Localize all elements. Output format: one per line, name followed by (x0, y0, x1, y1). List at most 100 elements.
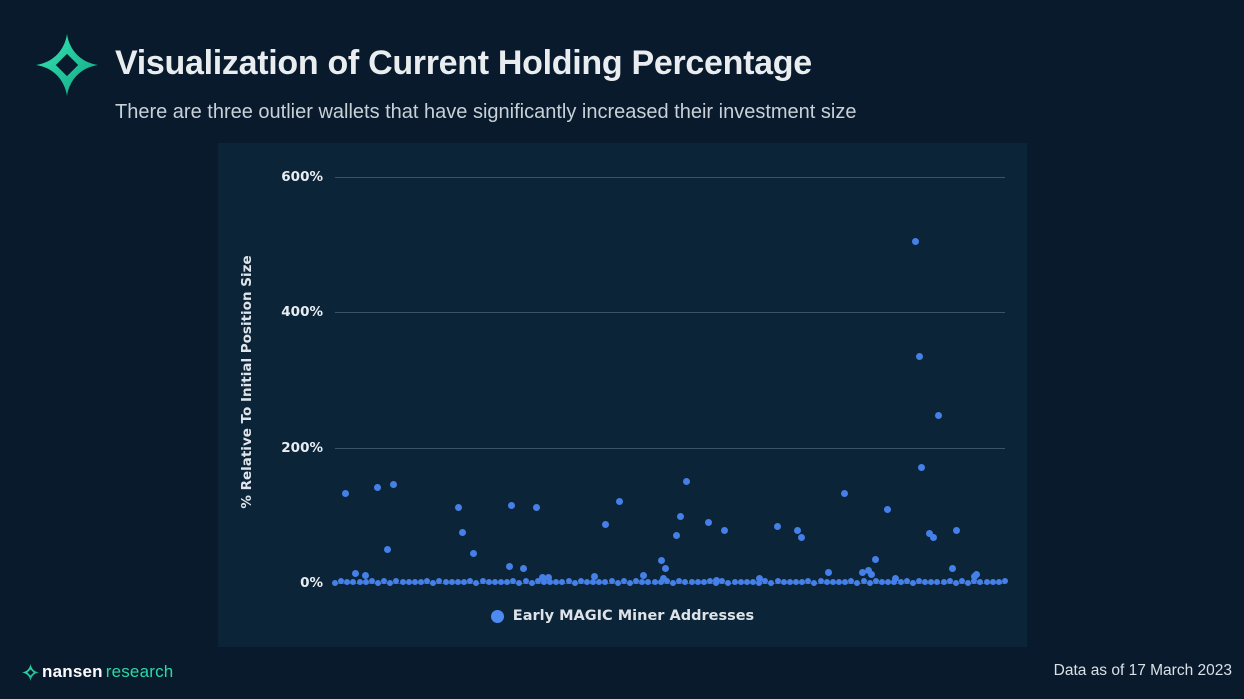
scatter-point-baseline (842, 579, 849, 586)
scatter-point-baseline (885, 578, 892, 585)
scatter-point-baseline (909, 579, 916, 586)
scatter-point-baseline (977, 578, 984, 585)
scatter-point (713, 576, 721, 584)
scatter-point (639, 572, 647, 580)
scatter-point-baseline (866, 579, 873, 586)
scatter-point-baseline (657, 579, 664, 586)
y-tick-label: 600% (281, 169, 323, 185)
brand-name-bold: nansen (42, 662, 103, 681)
scatter-point (342, 490, 350, 498)
scatter-point-baseline (430, 579, 437, 586)
scatter-point-baseline (682, 579, 689, 586)
scatter-point-baseline (387, 579, 394, 586)
scatter-point-baseline (872, 578, 879, 585)
page-subtitle: There are three outlier wallets that hav… (115, 101, 857, 123)
scatter-point-baseline (448, 578, 455, 585)
scatter-point-baseline (946, 578, 953, 585)
scatter-point-baseline (651, 578, 658, 585)
scatter-point-baseline (442, 579, 449, 586)
scatter-point-baseline (780, 579, 787, 586)
scatter-point-baseline (510, 578, 517, 585)
scatter-point-baseline (497, 578, 504, 585)
y-tick-label: 200% (281, 439, 323, 456)
scatter-point-baseline (811, 579, 818, 586)
scatter-point-baseline (381, 578, 388, 585)
scatter-point-baseline (338, 578, 345, 585)
scatter-point (926, 530, 934, 538)
scatter-point (858, 569, 866, 577)
scatter-point-baseline (829, 578, 836, 585)
scatter-point (872, 556, 880, 564)
scatter-point (673, 532, 681, 540)
scatter-point-baseline (694, 578, 701, 585)
scatter-point-baseline (897, 579, 904, 586)
scatter-point (676, 513, 684, 521)
scatter-point-baseline (854, 579, 861, 586)
scatter-point (841, 490, 849, 498)
scatter-point-baseline (473, 579, 480, 586)
scatter-point (352, 570, 360, 578)
scatter-point-baseline (411, 578, 418, 585)
scatter-point-baseline (540, 579, 547, 586)
scatter-point-baseline (774, 578, 781, 585)
scatter-point-baseline (719, 578, 726, 585)
scatter-point (867, 570, 875, 578)
scatter-point (454, 504, 462, 512)
y-tick-label: 400% (281, 304, 323, 321)
legend-dot-icon (490, 609, 504, 623)
scatter-point (662, 564, 670, 572)
scatter-point-baseline (491, 578, 498, 585)
scatter-point-baseline (405, 578, 412, 585)
scatter-point-baseline (676, 578, 683, 585)
scatter-point-baseline (608, 578, 615, 585)
scatter-point-baseline (860, 578, 867, 585)
scatter-point-baseline (762, 578, 769, 585)
scatter-point-baseline (805, 578, 812, 585)
scatter-point-baseline (627, 579, 634, 586)
scatter-point (545, 574, 553, 582)
scatter-point-baseline (332, 580, 338, 586)
scatter-point-baseline (584, 579, 591, 586)
scatter-point-baseline (633, 578, 640, 585)
scatter-point-baseline (559, 579, 566, 586)
scatter-point (390, 481, 398, 489)
scatter-point-baseline (1002, 578, 1008, 585)
scatter-point-baseline (817, 578, 824, 585)
scatter-point (506, 562, 514, 570)
scatter-point (458, 529, 466, 537)
scatter-point (774, 522, 782, 530)
scatter-point (915, 352, 923, 360)
scatter-point (659, 574, 667, 582)
scatter-chart: % Relative To Initial Position Size 600%… (218, 143, 1027, 647)
y-axis-title: % Relative To Initial Position Size (239, 255, 255, 509)
scatter-point-baseline (989, 578, 996, 585)
scatter-point (704, 518, 712, 526)
scatter-point-baseline (848, 578, 855, 585)
scatter-point-baseline (879, 579, 886, 586)
scatter-point-baseline (368, 578, 375, 585)
gridline-0 (335, 583, 1005, 584)
footer-brand: nansen research (22, 660, 173, 684)
scatter-point-baseline (756, 579, 763, 586)
scatter-point-baseline (571, 579, 578, 586)
scatter-point (824, 569, 832, 577)
scatter-point-baseline (958, 578, 965, 585)
scatter-point-baseline (375, 579, 382, 586)
nansen-logo-icon (36, 34, 98, 96)
scatter-point-baseline (479, 578, 486, 585)
scatter-point (911, 237, 919, 245)
scatter-point-baseline (983, 578, 990, 585)
scatter-point (793, 526, 801, 534)
scatter-point-baseline (577, 578, 584, 585)
scatter-point-baseline (504, 578, 511, 585)
scatter-point-baseline (670, 579, 677, 586)
scatter-point-baseline (995, 579, 1002, 586)
scatter-point-baseline (620, 578, 627, 585)
scatter-point-baseline (749, 578, 756, 585)
scatter-point-baseline (940, 579, 947, 586)
scatter-point-baseline (928, 578, 935, 585)
scatter-point-baseline (706, 578, 713, 585)
scatter-point (918, 464, 926, 472)
scatter-point (929, 534, 937, 542)
scatter-point-baseline (350, 578, 357, 585)
